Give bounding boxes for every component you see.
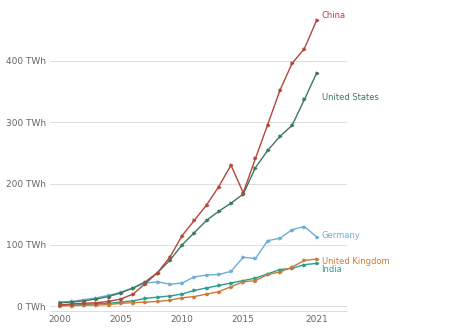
Text: United Kingdom: United Kingdom: [321, 257, 389, 266]
Text: Germany: Germany: [321, 231, 360, 240]
Text: India: India: [321, 265, 342, 274]
Text: China: China: [321, 11, 346, 20]
Text: United States: United States: [321, 93, 378, 102]
